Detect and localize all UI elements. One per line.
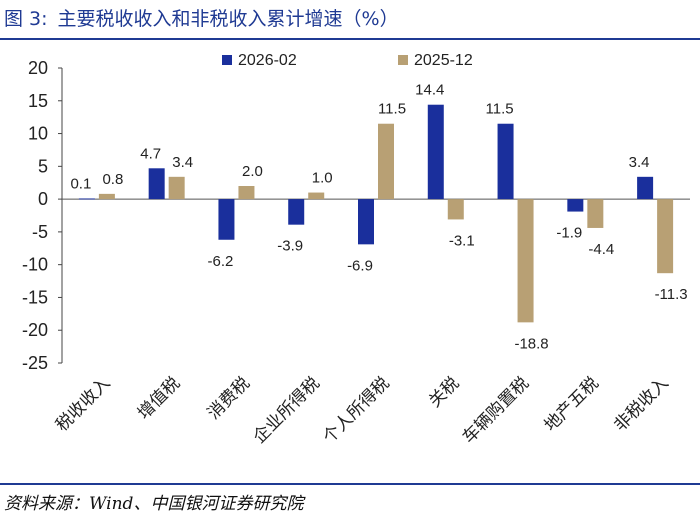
bar-data-label: 0.8: [102, 171, 123, 188]
bar: [567, 199, 584, 212]
bar: [517, 199, 534, 323]
bar-data-label: 14.4: [415, 82, 444, 99]
x-category-label: 消费税: [204, 373, 254, 423]
y-tick-label: -5: [32, 222, 48, 242]
figure-number: 图 3:: [4, 8, 48, 30]
bar: [447, 199, 464, 220]
legend-label: 2026-02: [238, 52, 297, 69]
bar-data-label: 11.5: [378, 101, 406, 118]
bar: [308, 192, 325, 200]
bar-labels: 0.1 4.7 -6.2 -3.9 -6.9 14.4 11.5 -1.9 3.4 0.8 3.4 2…: [70, 82, 687, 353]
bottom-rule: [0, 483, 700, 485]
bar-data-label: -18.8: [514, 335, 548, 352]
y-tick-label: 5: [38, 156, 48, 176]
bar: [238, 186, 255, 200]
y-tick-label: -10: [22, 255, 48, 275]
bar: [497, 123, 514, 200]
bar-data-label: -4.4: [588, 241, 614, 258]
x-category-label: 企业所得税: [250, 373, 324, 447]
x-category-label: 个人所得税: [319, 373, 393, 447]
x-category-label: 地产五税: [541, 373, 603, 435]
bar: [358, 199, 374, 245]
bar: [587, 199, 604, 228]
bar-data-label: 2.0: [242, 163, 263, 180]
x-category-label: 车辆购置税: [459, 373, 533, 447]
bar-data-label: -1.9: [556, 225, 582, 242]
bar-data-label: -6.2: [208, 253, 234, 270]
bars: [78, 104, 674, 323]
bar: [98, 193, 115, 200]
y-tick-label: 10: [28, 124, 48, 144]
y-tick-label: 20: [28, 58, 48, 78]
legend-swatch: [398, 55, 408, 65]
bar-data-label: -3.9: [277, 238, 303, 255]
bar: [78, 198, 95, 200]
y-tick-label: 0: [38, 189, 48, 209]
x-category-label: 税收收入: [52, 373, 114, 435]
figure-title-text: 主要税收收入和非税收入累计增速（%）: [57, 8, 399, 30]
bar: [288, 199, 305, 225]
x-category-label: 非税收入: [610, 373, 672, 435]
x-category-label: 关税: [425, 373, 463, 411]
y-tick-label: -25: [22, 353, 48, 373]
bar-data-label: 1.0: [312, 170, 333, 187]
legend: 2026-02 2025-12: [222, 52, 473, 69]
bar: [657, 199, 674, 274]
bar-data-label: -3.1: [449, 232, 475, 249]
figure-title: 图 3: 主要税收收入和非税收入累计增速（%）: [4, 4, 399, 31]
bar-data-label: -6.9: [347, 257, 373, 274]
bar: [378, 123, 394, 200]
bar: [637, 176, 654, 200]
top-rule: [0, 38, 700, 40]
x-category-label: 增值税: [134, 373, 184, 423]
bar-data-label: 11.5: [486, 101, 514, 118]
y-tick-label: -20: [22, 320, 48, 340]
y-tick-label: -15: [22, 287, 48, 307]
bar: [218, 199, 235, 240]
y-tick-label: 15: [28, 91, 48, 111]
legend-swatch: [222, 55, 232, 65]
legend-label: 2025-12: [414, 52, 473, 69]
bar-data-label: 0.1: [70, 175, 91, 192]
bar-data-label: 3.4: [172, 154, 193, 171]
bar-data-label: -11.3: [655, 286, 688, 303]
bar: [148, 168, 165, 200]
bar-data-label: 3.4: [629, 154, 650, 171]
bar: [427, 104, 444, 200]
bar-data-label: 4.7: [140, 145, 161, 162]
source-note: 资料来源：Wind、中国银河证券研究院: [4, 494, 304, 514]
bar: [168, 176, 185, 200]
